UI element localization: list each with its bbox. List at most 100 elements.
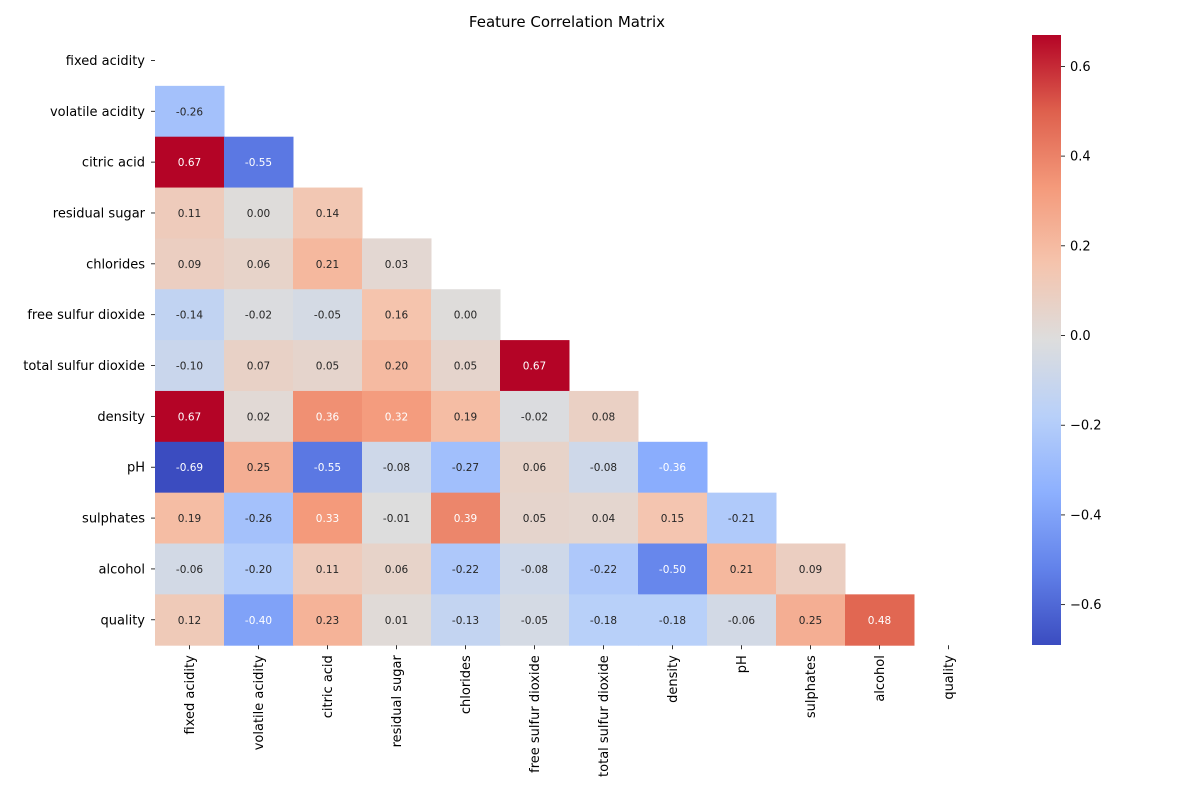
y-tick-label: total sulfur dioxide xyxy=(23,359,145,374)
heatmap-cell xyxy=(500,441,570,494)
cell-value-label: -0.18 xyxy=(590,615,617,627)
y-tick-label: pH xyxy=(127,461,145,476)
heatmap-cell xyxy=(155,187,225,239)
heatmap-cell xyxy=(293,390,363,443)
cell-value-label: -0.50 xyxy=(659,564,686,576)
cell-value-label: 0.07 xyxy=(247,361,270,373)
cell-value-label: 0.15 xyxy=(661,513,684,525)
y-tick-label: alcohol xyxy=(99,562,145,577)
heatmap-cell xyxy=(500,492,570,544)
colorbar-tick-label: −0.4 xyxy=(1070,508,1102,523)
heatmap-cell xyxy=(362,238,432,290)
cell-value-label: 0.33 xyxy=(316,513,339,525)
cell-value-label: 0.08 xyxy=(592,411,615,423)
heatmap-cell xyxy=(224,594,294,646)
cell-value-label: -0.01 xyxy=(383,513,410,525)
heatmap-cell xyxy=(638,441,708,494)
x-tick-label: volatile acidity xyxy=(252,655,267,750)
heatmap-cell xyxy=(776,594,846,646)
heatmap-cell xyxy=(362,289,432,341)
cell-value-label: 0.09 xyxy=(799,564,822,576)
heatmap-cell xyxy=(707,543,777,595)
heatmap-cell xyxy=(155,543,225,595)
heatmap-cell xyxy=(293,543,363,595)
cell-value-label: -0.08 xyxy=(521,564,548,576)
heatmap-cell xyxy=(500,340,570,392)
heatmap-cell xyxy=(845,594,915,646)
heatmap-cell xyxy=(224,492,294,544)
x-tick-label: chlorides xyxy=(459,655,474,714)
heatmap-cell xyxy=(293,594,363,646)
heatmap-cell xyxy=(155,136,225,189)
heatmap-cell xyxy=(224,238,294,290)
heatmap-cell xyxy=(155,85,225,138)
cell-value-label: 0.04 xyxy=(592,513,616,525)
heatmap-cell xyxy=(431,390,501,443)
cell-value-label: -0.26 xyxy=(245,513,272,525)
cell-value-label: -0.10 xyxy=(176,361,203,373)
heatmap-cell xyxy=(500,390,570,443)
x-tick-label: quality xyxy=(942,655,957,700)
colorbar-tick-label: −0.2 xyxy=(1070,419,1102,434)
cell-value-label: -0.05 xyxy=(314,310,341,322)
cell-value-label: -0.26 xyxy=(176,106,203,118)
y-axis-labels: fixed acidity volatile acidity citric acid… xyxy=(23,54,155,628)
heatmap-cell xyxy=(362,441,432,494)
cell-value-label: 0.03 xyxy=(385,259,408,271)
cell-value-label: 0.25 xyxy=(247,462,270,474)
heatmap-cell xyxy=(293,187,363,239)
heatmap-cell xyxy=(155,289,225,341)
heatmap-cell xyxy=(569,441,639,494)
cell-value-label: 0.20 xyxy=(385,361,408,373)
heatmap-cell xyxy=(431,492,501,544)
colorbar-tick-label: 0.6 xyxy=(1070,60,1091,75)
cell-value-label: -0.13 xyxy=(452,615,479,627)
cell-value-label: 0.16 xyxy=(385,310,409,322)
heatmap-cell xyxy=(362,390,432,443)
cell-value-label: -0.40 xyxy=(245,615,272,627)
cell-value-label: 0.21 xyxy=(316,259,339,271)
x-tick-label: density xyxy=(666,655,681,703)
cell-value-label: 0.67 xyxy=(178,411,201,423)
y-tick-label: volatile acidity xyxy=(50,105,145,120)
cell-value-label: 0.01 xyxy=(385,615,408,627)
heatmap-cell xyxy=(362,340,432,392)
heatmap-cells: -0.26 0.67 -0.55 0.11 0.00 0.14 0.09 0.06 0.21 0.… xyxy=(155,85,915,646)
cell-value-label: -0.69 xyxy=(176,462,203,474)
colorbar-tick-label: −0.6 xyxy=(1070,598,1102,613)
y-tick-label: fixed acidity xyxy=(66,54,146,69)
cell-value-label: -0.02 xyxy=(521,411,548,423)
cell-value-label: 0.14 xyxy=(316,208,340,220)
heatmap-cell xyxy=(569,543,639,595)
colorbar: 0.6 0.4 0.2 0.0 −0.2 −0.4 −0.6 xyxy=(1032,35,1102,645)
cell-value-label: -0.22 xyxy=(590,564,617,576)
cell-value-label: 0.06 xyxy=(523,462,547,474)
y-tick-label: quality xyxy=(101,613,146,628)
cell-value-label: -0.55 xyxy=(245,157,272,169)
heatmap-cell xyxy=(431,340,501,392)
cell-value-label: 0.48 xyxy=(868,615,891,627)
heatmap-cell xyxy=(293,238,363,290)
cell-value-label: -0.06 xyxy=(728,615,755,627)
heatmap-cell xyxy=(155,390,225,443)
cell-value-label: 0.39 xyxy=(454,513,477,525)
cell-value-label: 0.06 xyxy=(385,564,409,576)
heatmap-cell xyxy=(293,289,363,341)
heatmap-cell xyxy=(362,492,432,544)
heatmap-cell xyxy=(293,492,363,544)
x-tick-label: citric acid xyxy=(321,655,336,718)
heatmap-cell xyxy=(362,543,432,595)
chart-title: Feature Correlation Matrix xyxy=(469,13,665,31)
heatmap-cell xyxy=(293,441,363,494)
y-tick-label: density xyxy=(97,410,145,425)
cell-value-label: -0.18 xyxy=(659,615,686,627)
y-tick-label: residual sugar xyxy=(53,206,146,221)
cell-value-label: -0.22 xyxy=(452,564,479,576)
cell-value-label: 0.19 xyxy=(454,411,477,423)
cell-value-label: -0.14 xyxy=(176,310,203,322)
heatmap-cell xyxy=(293,340,363,392)
heatmap-cell xyxy=(224,390,294,443)
cell-value-label: -0.36 xyxy=(659,462,686,474)
x-tick-label: total sulfur dioxide xyxy=(597,655,612,777)
heatmap-cell xyxy=(569,390,639,443)
